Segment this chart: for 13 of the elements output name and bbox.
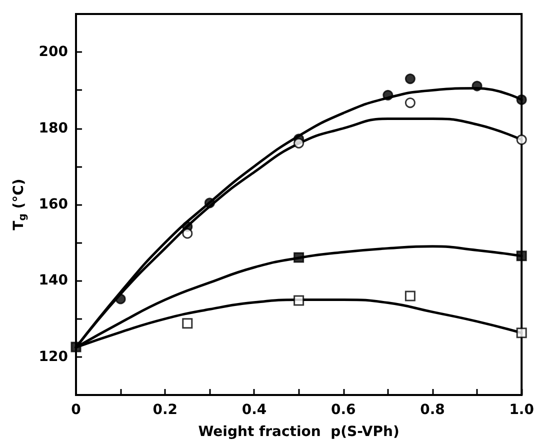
- x-tick-label: 0: [71, 402, 82, 418]
- y-tick-label: 200: [38, 44, 68, 60]
- x-tick-label: 0.4: [242, 402, 267, 418]
- y-tick-label: 140: [38, 272, 68, 289]
- y-tick-label: 180: [38, 120, 68, 136]
- y-tick-label: 120: [38, 348, 68, 365]
- x-tick-label: 0.6: [330, 402, 356, 418]
- x-tick-label: 0.8: [420, 402, 445, 418]
- x-tick-label: 0.2: [152, 402, 178, 418]
- x-axis-title: Weight fraction p(S-VPh): [198, 424, 400, 440]
- x-tick-label: 1.0: [509, 402, 534, 418]
- y-axis-title: Tg (°C): [10, 178, 28, 230]
- y-tick-label: 160: [38, 196, 68, 212]
